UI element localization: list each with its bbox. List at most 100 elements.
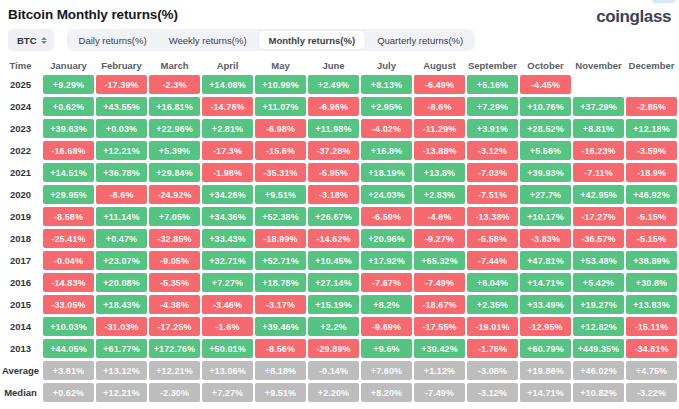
- return-cell: +2.83%: [414, 185, 465, 204]
- return-cell: -16.23%: [573, 141, 624, 160]
- return-cell: -11.29%: [414, 119, 465, 138]
- return-cell: -5.15%: [626, 229, 677, 248]
- return-cell: +0.62%: [43, 97, 94, 116]
- column-header-april: April: [202, 58, 253, 72]
- return-cell: -25.41%: [43, 229, 94, 248]
- column-header-august: August: [414, 58, 465, 72]
- column-header-may: May: [255, 58, 306, 72]
- return-cell: +449.35%: [573, 339, 624, 358]
- return-cell: +0.03%: [96, 119, 147, 138]
- return-cell: -13.38%: [467, 207, 518, 226]
- return-cell: +11.14%: [96, 207, 147, 226]
- column-header-time: Time: [0, 58, 41, 72]
- return-cell: -7.11%: [573, 163, 624, 182]
- column-header-december: December: [626, 58, 677, 72]
- return-cell: +14.08%: [202, 75, 253, 94]
- return-cell: +43.55%: [96, 97, 147, 116]
- return-cell: -7.44%: [467, 251, 518, 270]
- return-cell: +53.48%: [573, 251, 624, 270]
- coinglass-logo: coinglass: [596, 8, 671, 25]
- return-cell: +36.78%: [96, 163, 147, 182]
- column-header-february: February: [96, 58, 147, 72]
- return-cell: -13.88%: [414, 141, 465, 160]
- return-cell: -7.67%: [361, 273, 412, 292]
- return-cell: +2.35%: [467, 295, 518, 314]
- return-cell: +27.7%: [520, 185, 571, 204]
- return-cell: +8.20%: [361, 383, 412, 402]
- return-cell: +33.49%: [520, 295, 571, 314]
- return-cell: -14.62%: [308, 229, 359, 248]
- return-cell: -3.46%: [202, 295, 253, 314]
- return-cell: +1.12%: [414, 361, 465, 380]
- return-cell: +0.47%: [96, 229, 147, 248]
- return-cell: -5.95%: [308, 163, 359, 182]
- tab-quarterly[interactable]: Quarterly returns(%): [367, 31, 473, 49]
- return-cell: +7.27%: [202, 273, 253, 292]
- return-cell: -32.85%: [149, 229, 200, 248]
- return-cell: -2.3%: [149, 75, 200, 94]
- return-cell: +12.21%: [96, 383, 147, 402]
- return-cell: +2.2%: [308, 317, 359, 336]
- return-cell: +12.21%: [149, 361, 200, 380]
- symbol-select[interactable]: BTC: [8, 29, 54, 51]
- return-cell: -17.25%: [149, 317, 200, 336]
- return-cell: +13.8%: [414, 163, 465, 182]
- return-cell: +29.95%: [43, 185, 94, 204]
- return-cell: -36.57%: [573, 229, 624, 248]
- return-cell: +5.56%: [520, 141, 571, 160]
- return-cell: +42.95%: [573, 185, 624, 204]
- return-cell: -0.04%: [43, 251, 94, 270]
- return-cell: +8.13%: [361, 75, 412, 94]
- return-cell: +8.2%: [361, 295, 412, 314]
- tab-daily[interactable]: Daily returns(%): [69, 31, 157, 49]
- return-cell: -8.56%: [255, 339, 306, 358]
- row-label-2013: 2013: [0, 339, 41, 358]
- tab-monthly[interactable]: Monthly returns(%): [259, 31, 366, 49]
- return-cell: +14.71%: [520, 383, 571, 402]
- return-cell: +44.05%: [43, 339, 94, 358]
- return-cell: -4.02%: [361, 119, 412, 138]
- return-cell: +10.17%: [520, 207, 571, 226]
- controls-bar: BTC Daily returns(%)Weekly returns(%)Mon…: [8, 29, 475, 51]
- row-label-2016: 2016: [0, 273, 41, 292]
- return-cell: -7.49%: [414, 383, 465, 402]
- return-cell: +18.43%: [96, 295, 147, 314]
- return-cell: -3.83%: [520, 229, 571, 248]
- return-cell: +5.16%: [467, 75, 518, 94]
- return-cell: -9.69%: [361, 317, 412, 336]
- return-cell: -1.6%: [202, 317, 253, 336]
- return-cell: +2.20%: [308, 383, 359, 402]
- return-cell: +14.71%: [520, 273, 571, 292]
- return-cell: +39.46%: [255, 317, 306, 336]
- return-cell: +38.89%: [626, 251, 677, 270]
- return-cell: +8.81%: [573, 119, 624, 138]
- return-cell: +3.81%: [43, 361, 94, 380]
- return-cell: -2.30%: [149, 383, 200, 402]
- return-cell: -37.28%: [308, 141, 359, 160]
- column-header-october: October: [520, 58, 571, 72]
- return-cell: -3.12%: [467, 141, 518, 160]
- chevron-updown-icon: [41, 37, 47, 44]
- return-cell: +3.91%: [467, 119, 518, 138]
- return-cell: +11.07%: [255, 97, 306, 116]
- return-cell: -1.76%: [467, 339, 518, 358]
- row-label-median: Median: [0, 383, 41, 402]
- return-cell: +30.42%: [414, 339, 465, 358]
- return-cell: -17.3%: [202, 141, 253, 160]
- return-cell: +52.71%: [255, 251, 306, 270]
- return-cell: -0.14%: [308, 361, 359, 380]
- return-cell: -3.08%: [467, 361, 518, 380]
- return-cell: -6.49%: [414, 75, 465, 94]
- return-cell: +9.6%: [361, 339, 412, 358]
- return-cell: +17.92%: [361, 251, 412, 270]
- return-cell: +37.29%: [573, 97, 624, 116]
- return-cell: -3.12%: [467, 383, 518, 402]
- return-cell: +19.27%: [573, 295, 624, 314]
- return-cell: +33.43%: [202, 229, 253, 248]
- tab-weekly[interactable]: Weekly returns(%): [159, 31, 257, 49]
- return-cell: -8.6%: [96, 185, 147, 204]
- return-cell: +28.52%: [520, 119, 571, 138]
- return-cell: -17.55%: [414, 317, 465, 336]
- return-cell: +8.18%: [255, 361, 306, 380]
- return-cell: +15.19%: [308, 295, 359, 314]
